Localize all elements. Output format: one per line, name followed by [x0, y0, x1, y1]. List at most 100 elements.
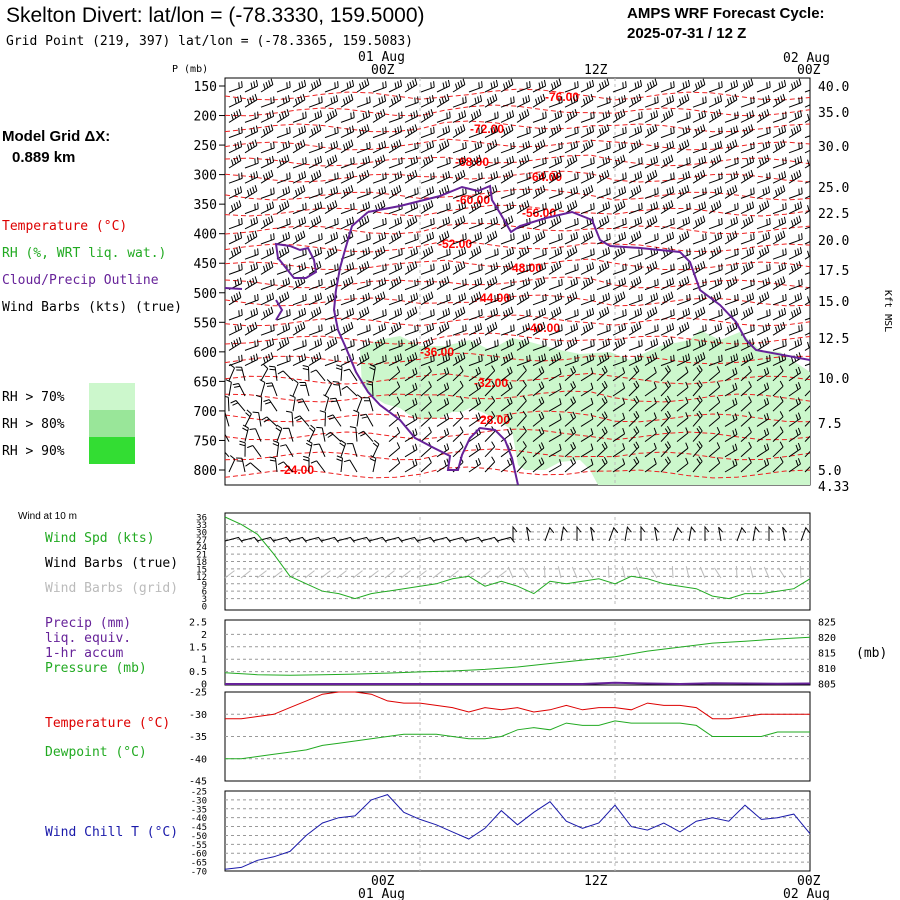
isotherm-label: -44.00 — [476, 291, 510, 305]
legend-entry: Wind Spd (kts) — [45, 531, 155, 546]
wind-barb — [628, 157, 643, 169]
wind-barb — [660, 456, 671, 473]
wind-barb — [564, 426, 577, 442]
wind-barb — [532, 442, 545, 458]
wind-barb — [420, 200, 434, 215]
wind-barb — [708, 323, 723, 336]
wind-barb-grid — [714, 567, 722, 579]
rh-label: RH > 80% — [2, 417, 65, 432]
wind-barb — [308, 324, 323, 336]
wind-frame — [224, 512, 811, 611]
wind-barb — [596, 441, 608, 458]
wind-barb — [468, 309, 483, 321]
wind-barb — [245, 462, 262, 473]
wind-barb — [232, 383, 246, 397]
legend-entry: Cloud/Precip Outline — [2, 273, 159, 288]
wind-barb — [276, 95, 291, 108]
wind-barb — [548, 306, 562, 321]
wind-barb — [788, 397, 801, 412]
wind-barb — [420, 81, 435, 93]
axis-tick-label: -50 — [191, 832, 207, 842]
wind-barb — [260, 187, 275, 199]
wind-barb-grid — [543, 565, 546, 579]
wind-barb — [308, 233, 323, 245]
wind-barb — [628, 395, 640, 412]
wind-barb-true — [768, 525, 774, 541]
wind-barb — [292, 321, 306, 336]
wind-barb — [804, 135, 810, 139]
precip-legend: Precip (mm)liq. equiv.1-hr accumPressure… — [45, 616, 147, 676]
wind-barb — [360, 413, 374, 427]
wind-barb-grid — [557, 566, 562, 579]
wind-barb — [692, 456, 703, 473]
wind-barb — [580, 307, 595, 321]
wind-barb — [692, 365, 703, 382]
wind-barb — [452, 338, 467, 351]
wind-barb — [349, 426, 358, 442]
wind-barb — [740, 278, 755, 291]
wind-barb-grid — [735, 565, 738, 579]
wind-barb — [788, 124, 802, 139]
wind-barb — [628, 365, 640, 382]
wind-barb — [740, 365, 752, 382]
isotherm-line — [225, 410, 810, 423]
wind-barb-grid — [448, 570, 459, 579]
bottom-time-00z-end: 00Z — [797, 874, 821, 889]
wind-barb — [343, 459, 358, 473]
kft-tick-label: 15.0 — [818, 295, 849, 310]
isotherm-label: -76.00 — [545, 90, 579, 104]
wind-barb — [788, 110, 803, 123]
wind-barb — [724, 398, 738, 412]
model-grid-label: Model Grid ΔX: — [2, 128, 110, 145]
wind-barb — [340, 262, 355, 275]
wind-barb — [740, 201, 755, 215]
wind-barb — [708, 309, 723, 321]
wind-barb — [788, 141, 803, 154]
wind-barb — [772, 185, 786, 199]
wind-barb — [676, 396, 689, 412]
wind-barb — [676, 321, 690, 336]
wind-barb — [676, 139, 690, 154]
wind-barb — [388, 321, 402, 336]
wind-barb — [420, 457, 432, 473]
wind-barb — [644, 397, 657, 412]
wind-barb — [420, 277, 435, 291]
wind-barb — [564, 441, 577, 458]
wind-barb-grid — [224, 570, 235, 579]
wind-barb — [244, 79, 259, 93]
wind-barb — [772, 353, 787, 367]
wind-barb — [580, 79, 595, 93]
wind-barb — [692, 169, 706, 184]
wind-barb — [628, 125, 643, 139]
wind-barb — [484, 276, 498, 291]
wind-barb — [484, 248, 499, 260]
wind-barb — [228, 231, 243, 245]
wind-barb — [708, 442, 721, 458]
wind-barb — [468, 126, 483, 139]
wind-barb — [468, 458, 481, 473]
wind-barb — [340, 339, 355, 351]
wind-barb — [788, 338, 803, 351]
wind-barb — [788, 458, 801, 473]
wind-barb — [452, 380, 464, 397]
wind-barb — [660, 309, 675, 321]
kft-tick-label: 35.0 — [818, 106, 849, 121]
wind-barb — [548, 141, 563, 154]
wind-barb — [260, 292, 275, 306]
wind-barb — [580, 276, 594, 291]
wind-barb — [356, 215, 370, 230]
wind-barb-true — [544, 526, 555, 542]
kft-tick-label: 17.5 — [818, 264, 849, 279]
wind-barb-grid — [778, 567, 786, 579]
wind-barb — [644, 261, 658, 275]
wind-barb — [676, 276, 690, 291]
cross-section-panel: -76.00-72.00-68.00-64.00-60.00-56.00-52.… — [194, 77, 893, 495]
wind-barb — [740, 169, 754, 184]
wind-barb — [420, 186, 435, 199]
wind-barb — [692, 425, 703, 442]
wind-barb — [308, 124, 322, 139]
wind-barb — [644, 412, 657, 427]
wind-barb — [276, 323, 291, 336]
wind-barb — [436, 382, 450, 397]
wind-barb — [372, 95, 387, 108]
